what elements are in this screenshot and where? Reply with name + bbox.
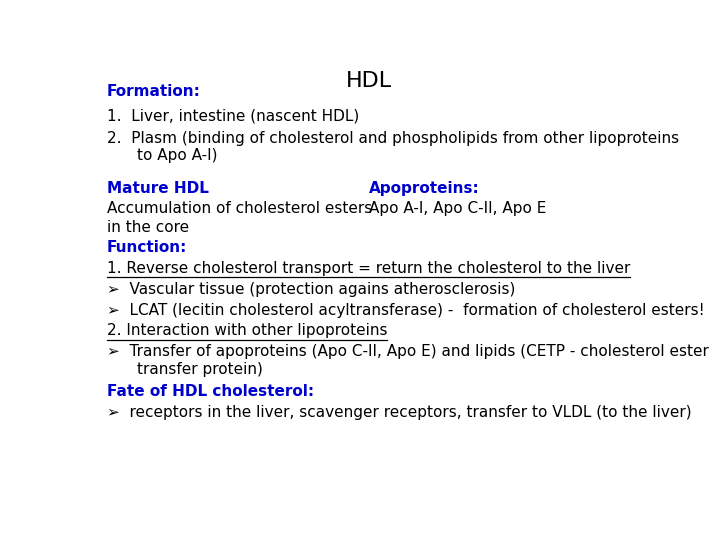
Text: Apo A-I, Apo C-II, Apo E: Apo A-I, Apo C-II, Apo E <box>369 201 546 216</box>
Text: transfer protein): transfer protein) <box>138 362 264 377</box>
Text: ➢  receptors in the liver, scavenger receptors, transfer to VLDL (to the liver): ➢ receptors in the liver, scavenger rece… <box>107 405 691 420</box>
Text: Apoproteins:: Apoproteins: <box>369 181 480 196</box>
Text: 2.  Plasm (binding of cholesterol and phospholipids from other lipoproteins: 2. Plasm (binding of cholesterol and pho… <box>107 131 679 146</box>
Text: 2. Interaction with other lipoproteins: 2. Interaction with other lipoproteins <box>107 323 387 339</box>
Text: ➢  Transfer of apoproteins (Apo C-II, Apo E) and lipids (CETP - cholesterol este: ➢ Transfer of apoproteins (Apo C-II, Apo… <box>107 344 708 359</box>
Text: Fate of HDL cholesterol:: Fate of HDL cholesterol: <box>107 384 314 399</box>
Text: 1. Reverse cholesterol transport = return the cholesterol to the liver: 1. Reverse cholesterol transport = retur… <box>107 261 630 276</box>
Text: Mature HDL: Mature HDL <box>107 181 209 196</box>
Text: Function:: Function: <box>107 240 187 255</box>
Text: Formation:: Formation: <box>107 84 201 98</box>
Text: 1.  Liver, intestine (nascent HDL): 1. Liver, intestine (nascent HDL) <box>107 109 359 124</box>
Text: HDL: HDL <box>346 71 392 91</box>
Text: ➢  LCAT (lecitin cholesterol acyltransferase) -  formation of cholesterol esters: ➢ LCAT (lecitin cholesterol acyltransfer… <box>107 302 704 318</box>
Text: ➢  Vascular tissue (protection agains atherosclerosis): ➢ Vascular tissue (protection agains ath… <box>107 282 515 297</box>
Text: Accumulation of cholesterol esters: Accumulation of cholesterol esters <box>107 201 372 216</box>
Text: to Apo A-I): to Apo A-I) <box>138 148 218 163</box>
Text: in the core: in the core <box>107 220 189 235</box>
